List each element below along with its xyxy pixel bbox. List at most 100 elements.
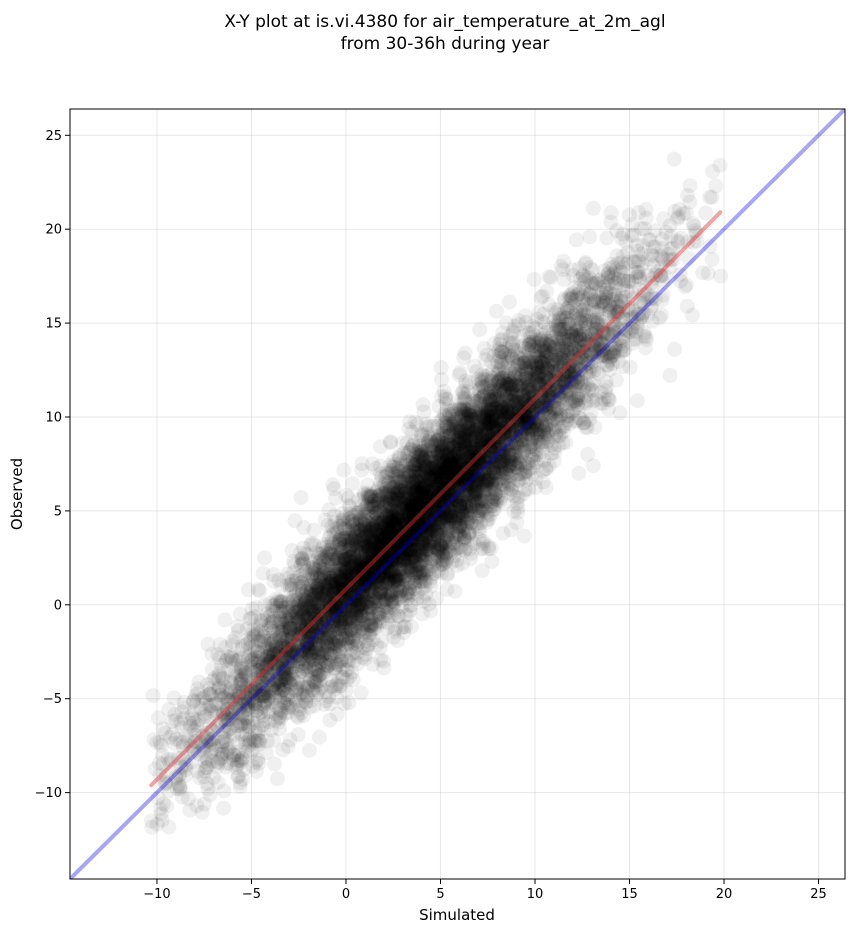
scatter-point [272, 709, 288, 725]
scatter-point [366, 500, 382, 516]
scatter-point [344, 513, 360, 529]
scatter-point [436, 541, 451, 557]
scatter-point [432, 464, 448, 480]
scatter-point [510, 406, 526, 422]
scatter-point [379, 533, 395, 549]
scatter-point [338, 577, 354, 593]
scatter-point [569, 302, 585, 318]
scatter-point [432, 510, 448, 526]
scatter-point [491, 426, 507, 442]
scatter-point [434, 496, 450, 512]
scatter-point [472, 322, 488, 338]
chart-title-line1: X-Y plot at is.vi.4380 for air_temperatu… [224, 12, 665, 32]
scatter-point [484, 370, 500, 386]
scatter-point [551, 316, 566, 332]
scatter-point [391, 548, 407, 564]
scatter-point [478, 427, 494, 443]
scatter-point [301, 742, 317, 758]
scatter-point [485, 381, 501, 397]
scatter-point [541, 356, 557, 372]
scatter-point [290, 709, 306, 725]
scatter-point [420, 489, 436, 504]
scatter-point [473, 458, 489, 474]
scatter-point [300, 610, 316, 626]
scatter-point [429, 470, 445, 486]
scatter-point [336, 582, 352, 597]
scatter-point [199, 725, 215, 741]
scatter-point [658, 224, 674, 240]
scatter-point [233, 698, 249, 714]
scatter-point [539, 348, 555, 364]
scatter-point [433, 481, 449, 497]
scatter-point [504, 387, 520, 403]
scatter-point [492, 460, 508, 476]
scatter-point [415, 468, 431, 484]
scatter-point [551, 307, 567, 322]
scatter-point [352, 522, 368, 538]
scatter-point [592, 338, 608, 354]
scatter-point [565, 268, 581, 283]
scatter-point [514, 471, 530, 486]
scatter-point [445, 493, 461, 509]
scatter-point [234, 696, 250, 712]
scatter-point [290, 627, 306, 643]
scatter-point [524, 386, 540, 402]
scatter-point [430, 532, 446, 548]
scatter-point [388, 493, 404, 509]
scatter-point [335, 602, 351, 618]
scatter-point [447, 583, 463, 599]
scatter-point [392, 456, 408, 472]
scatter-point [369, 506, 385, 522]
scatter-point [219, 742, 235, 758]
scatter-point [487, 400, 503, 416]
scatter-point [494, 477, 510, 492]
scatter-point [438, 443, 454, 459]
scatter-point [494, 436, 510, 452]
scatter-point [487, 392, 503, 408]
scatter-point [489, 303, 505, 319]
scatter-point [388, 536, 403, 552]
scatter-point [448, 511, 464, 527]
scatter-point [408, 559, 423, 575]
scatter-point [420, 489, 435, 505]
scatter-point [413, 518, 429, 534]
scatter-point [311, 601, 327, 617]
scatter-point [276, 620, 292, 636]
scatter-point [503, 454, 519, 470]
grid [70, 109, 845, 879]
scatter-point [380, 499, 396, 515]
scatter-point [328, 677, 344, 693]
scatter-point [418, 506, 434, 522]
scatter-point [491, 403, 507, 419]
scatter-point [457, 496, 473, 512]
scatter-point [638, 201, 654, 217]
scatter-point [441, 438, 456, 454]
scatter-point [222, 682, 238, 698]
scatter-point [540, 432, 556, 448]
scatter-point [456, 403, 472, 419]
scatter-point [713, 268, 729, 284]
scatter-point [470, 446, 486, 462]
scatter-point [568, 329, 584, 345]
scatter-point [595, 347, 611, 363]
scatter-point [524, 404, 540, 420]
scatter-point [303, 584, 319, 600]
scatter-point [403, 529, 419, 545]
scatter-point [367, 593, 383, 609]
scatter-point [524, 411, 540, 427]
scatter-point [202, 787, 218, 803]
scatter-point [365, 560, 381, 576]
scatter-point [451, 526, 467, 542]
scatter-point [388, 517, 404, 533]
scatter-point [395, 554, 411, 569]
scatter-point [217, 731, 233, 747]
scatter-point [275, 594, 291, 610]
scatter-point [343, 530, 359, 546]
scatter-point [294, 643, 310, 659]
scatter-point [385, 537, 401, 553]
scatter-point [261, 649, 277, 665]
scatter-point [232, 775, 248, 791]
scatter-point [535, 357, 551, 372]
scatter-point [369, 555, 385, 571]
scatter-point [303, 619, 319, 635]
